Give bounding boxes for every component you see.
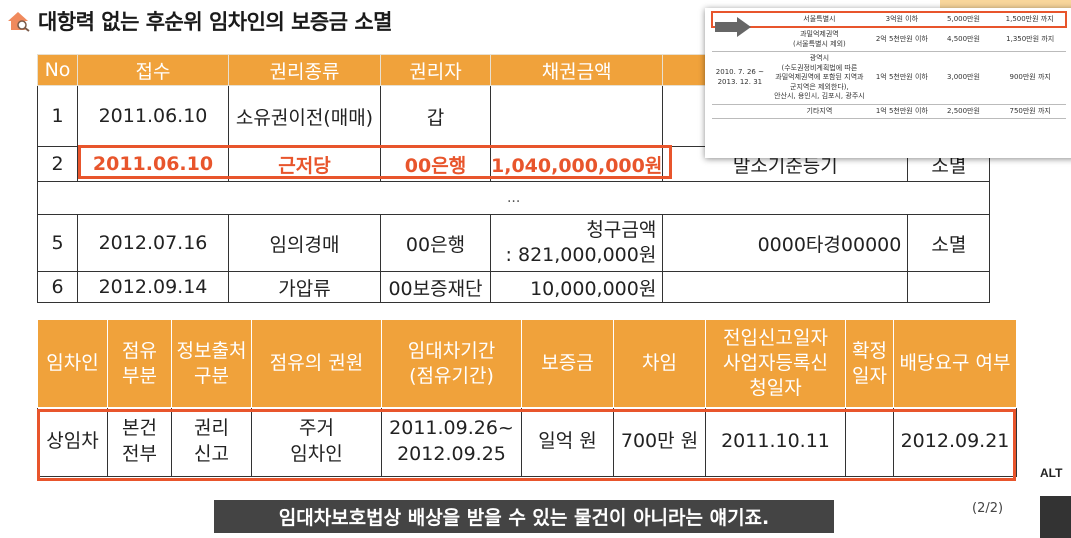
col-move-in: 전입신고일자 사업자등록신 청일자 [705, 319, 846, 408]
table-row: 6 2012.09.14 가압류 00보증재단 10,000,000원 [37, 271, 991, 303]
cell-priority: 2,500만원 [932, 104, 995, 119]
cell-part: 본건 전부 [107, 407, 172, 477]
cell-no: 6 [37, 271, 78, 303]
cell-no: 2 [37, 146, 78, 182]
cell-type: 근저당 [228, 146, 381, 182]
cell-status [907, 271, 991, 303]
cell-amount: 청구금액 : 821,000,000원 [489, 214, 664, 272]
page-title: 대항력 없는 후순위 임차인의 보증금 소멸 [38, 10, 393, 34]
ellipsis-cell: ... [36, 181, 991, 215]
cell-region: 광역시 (수도권정비계획법에 따른 과밀억제권역에 포함된 지역과 군지역은 제외한다… [767, 51, 872, 105]
col-fixed-date: 확정 일자 [845, 319, 894, 408]
table-row: 과밀억제권역 (서울특별시 제외) 2억 5천만원 이하 4,500만원 1,35… [712, 27, 1066, 53]
cell-region: 과밀억제권역 (서울특별시 제외) [767, 27, 872, 53]
cell-source: 권리 신고 [171, 407, 252, 477]
cell-type: 가압류 [228, 271, 381, 303]
cell-limit: 750만원 까지 [994, 104, 1066, 119]
table-row-ellipsis: ... [36, 181, 991, 215]
cell-deposit: 3억원 이하 [871, 10, 933, 29]
cell-limit: 1,500만원 까지 [994, 10, 1067, 29]
cell-priority: 3,000만원 [932, 51, 995, 105]
side-thumbnail [1040, 496, 1071, 538]
cell-deposit: 1억 5천만원 이하 [871, 51, 933, 105]
cell-no: 1 [37, 85, 78, 147]
cell-limit: 900만원 까지 [994, 51, 1066, 105]
col-type: 권리종류 [228, 54, 381, 86]
col-amount: 채권금액 [489, 54, 664, 86]
col-holder: 권리자 [380, 54, 491, 86]
col-source: 정보출처 구분 [171, 319, 252, 408]
cell-date: 2012.07.16 [77, 214, 229, 272]
cell-period: 2010. 7. 26 ~2013. 12. 31 [712, 51, 768, 105]
cell-period: 2011.09.26~ 2012.09.25 [381, 407, 522, 477]
cell-deposit: 일억 원 [521, 407, 614, 477]
cell-amount: 10,000,000원 [489, 271, 664, 303]
cell-note: 0000타경00000 [662, 214, 909, 272]
side-logo: ALT [1040, 466, 1063, 480]
table-row: 2010. 7. 26 ~2013. 12. 31 광역시 (수도권정비계획법에 … [712, 51, 1066, 105]
cell-region: 서울특별시 [767, 10, 872, 29]
cell-priority: 4,500만원 [932, 27, 995, 53]
cell-holder: 00은행 [380, 214, 491, 272]
col-title: 점유의 권원 [251, 319, 382, 408]
table-row: 기타지역 1억 5천만원 이하 2,500만원 750만원 까지 [712, 104, 1066, 119]
table-row: 상임차 본건 전부 권리 신고 주거 임차인 2011.09.26~ 2012.09.2… [37, 407, 1017, 477]
tenant-header-row: 임차인 점유 부분 정보출처 구분 점유의 권원 임대차기간 (점유기간) 보증금 차… [37, 319, 1017, 408]
cell-type: 소유권이전(매매) [228, 85, 381, 147]
caption-subtitle: 임대차보호법상 배상을 받을 수 있는 물건이 아니라는 얘기죠. [214, 500, 834, 533]
cell-status: 소멸 [907, 214, 991, 272]
col-period: 임대차기간 (점유기간) [381, 319, 522, 408]
house-search-icon [6, 10, 32, 32]
cell-note [662, 271, 909, 303]
cell-title: 주거 임차인 [251, 407, 382, 477]
col-part: 점유 부분 [107, 319, 172, 408]
cell-claim: 2012.09.21 [893, 407, 1017, 477]
cell-amount [489, 85, 664, 147]
col-deposit: 보증금 [521, 319, 614, 408]
cell-date: 2011.06.10 [77, 146, 229, 182]
title-bar: 대항력 없는 후순위 임차인의 보증금 소멸 [6, 6, 393, 36]
cell-amount: 1,040,000,000원 [489, 146, 664, 182]
cell-deposit: 2억 5천만원 이하 [871, 27, 933, 53]
cell-limit: 1,350만원 까지 [994, 27, 1066, 53]
cell-no: 5 [37, 214, 78, 272]
col-date: 접수 [77, 54, 229, 86]
col-tenant: 임차인 [37, 319, 108, 408]
cell-holder: 00은행 [380, 146, 491, 182]
cell-deposit: 1억 5천만원 이하 [871, 104, 933, 119]
cell-priority: 5,000만원 [932, 10, 995, 29]
cell-period [712, 104, 768, 119]
col-no: No [37, 54, 78, 86]
cell-fixed-date [845, 407, 894, 477]
amount-value: : 821,000,000원 [505, 244, 657, 266]
cell-rent: 700만 원 [613, 407, 706, 477]
col-rent: 차임 [613, 319, 706, 408]
col-claim: 배당요구 여부 [893, 319, 1017, 408]
cell-date: 2011.06.10 [77, 85, 229, 147]
amount-label: 청구금액 [586, 219, 657, 242]
tenant-table: 임차인 점유 부분 정보출처 구분 점유의 권원 임대차기간 (점유기간) 보증금 차… [37, 319, 1017, 477]
inset-priority-table: 서울특별시 3억원 이하 5,000만원 1,500만원 까지 과밀억제권역 (서… [705, 8, 1071, 158]
cell-region: 기타지역 [767, 104, 872, 119]
cell-holder: 갑 [380, 85, 491, 147]
cell-date: 2012.09.14 [77, 271, 229, 303]
pointer-arrow-icon [713, 16, 753, 38]
table-row-highlighted: 서울특별시 3억원 이하 5,000만원 1,500만원 까지 [711, 10, 1067, 29]
cell-tenant: 상임차 [37, 407, 108, 477]
priority-table: 서울특별시 3억원 이하 5,000만원 1,500만원 까지 과밀억제권역 (서… [711, 10, 1067, 119]
cell-move-in: 2011.10.11 [705, 407, 846, 477]
page-indicator: (2/2) [972, 501, 1004, 516]
cell-holder: 00보증재단 [380, 271, 491, 303]
cell-type: 임의경매 [228, 214, 381, 272]
table-row: 5 2012.07.16 임의경매 00은행 청구금액 : 821,000,00… [37, 214, 991, 272]
